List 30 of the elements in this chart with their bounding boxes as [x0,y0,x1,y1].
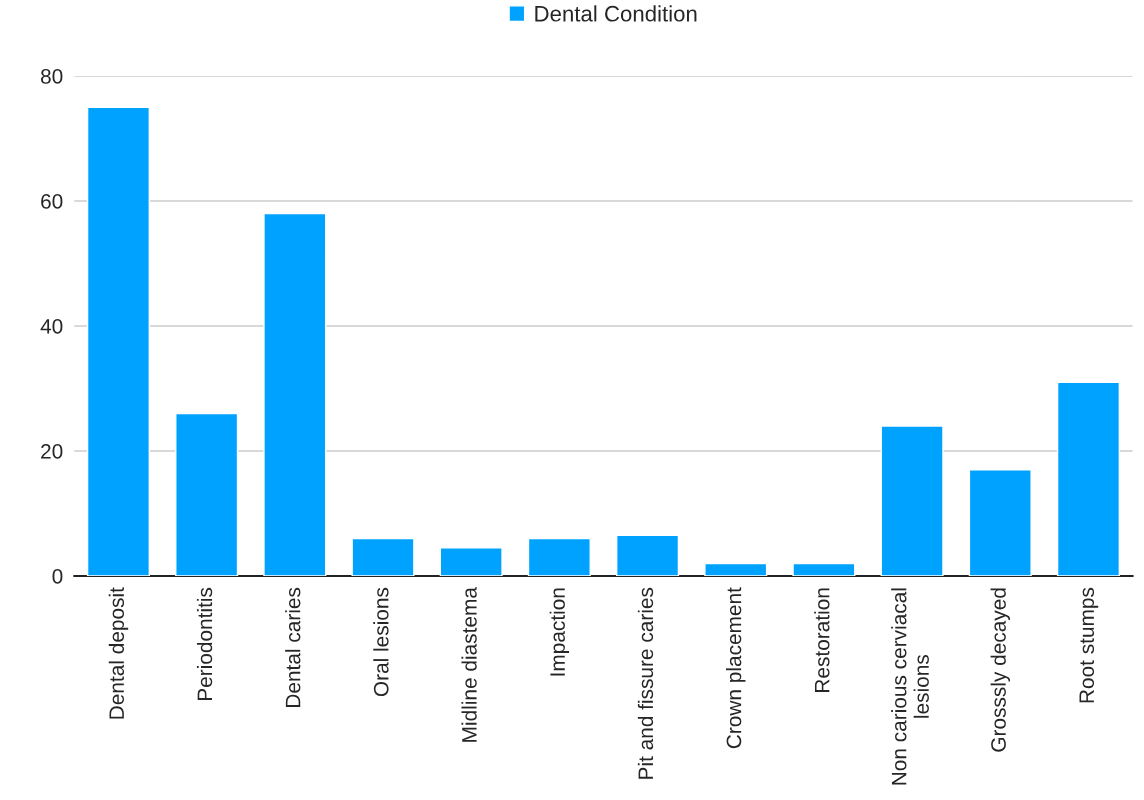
x-tick-label: Dental deposit [108,587,129,719]
x-tick-label: Crown placement [726,587,746,749]
bar [615,534,680,576]
y-tick-label: 60 [41,194,63,209]
x-tick-label: Grosssly decayed [990,588,1010,752]
bar [351,537,415,576]
y-tick-label: 0 [52,569,63,584]
x-tick-label: Midline diastema [461,587,477,742]
bar [175,412,239,576]
x-tick-label: Non carious cerviacal lesions [891,588,929,785]
bar [1056,381,1121,576]
x-tick-label: Oral lesions [373,587,389,697]
y-tick-label: 20 [41,444,63,459]
x-tick-label: Impaction [549,588,570,676]
bar [527,537,591,576]
x-tick-label: Pit and fissure caries [637,587,654,779]
bar [968,469,1032,576]
y-tick-label: 80 [40,69,63,84]
bar [704,562,768,576]
bar [439,547,503,576]
x-tick-label: Periodontitis [196,587,213,701]
bar [86,106,151,576]
x-tick-label: Restoration [814,588,830,692]
legend-label: Dental Condition [535,5,697,22]
bar [263,212,327,576]
bar [792,562,856,576]
x-tick-label: Dental caries [285,587,301,707]
x-tick-label: Root stumps [1079,587,1099,703]
y-tick-label: 40 [40,319,63,334]
bar [880,425,944,576]
